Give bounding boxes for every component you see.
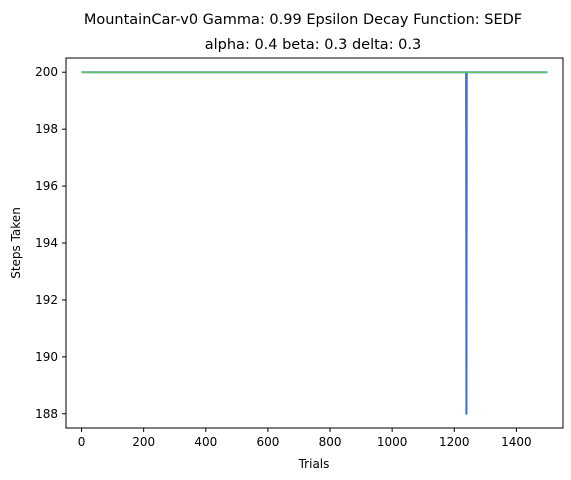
chart-subtitle: alpha: 0.4 beta: 0.3 delta: 0.3 — [205, 37, 422, 53]
x-tick-label: 400 — [194, 435, 217, 449]
y-axis: 188 190 192 194 196 198 200 — [35, 65, 66, 421]
x-tick-label: 1200 — [439, 435, 470, 449]
series-layer — [81, 71, 548, 415]
x-axis-label: Trials — [298, 457, 330, 471]
y-tick-label: 198 — [35, 122, 58, 136]
plot-frame — [65, 57, 564, 429]
x-tick-label: 200 — [132, 435, 155, 449]
series-line-1 — [81, 71, 548, 415]
y-tick-label: 200 — [35, 65, 58, 79]
x-tick-label: 600 — [256, 435, 279, 449]
chart-title: MountainCar-v0 Gamma: 0.99 Epsilon Decay… — [84, 12, 522, 28]
y-tick-label: 194 — [35, 236, 58, 250]
x-tick-label: 1000 — [377, 435, 408, 449]
x-tick-label: 1400 — [501, 435, 532, 449]
y-axis-label: Steps Taken — [9, 207, 23, 279]
x-axis: 0 200 400 600 800 1000 1200 1400 — [78, 428, 532, 449]
y-tick-label: 192 — [35, 293, 58, 307]
x-tick-label: 0 — [78, 435, 86, 449]
y-tick-label: 188 — [35, 407, 58, 421]
y-tick-label: 190 — [35, 350, 58, 364]
x-tick-label: 800 — [319, 435, 342, 449]
y-tick-label: 196 — [35, 179, 58, 193]
